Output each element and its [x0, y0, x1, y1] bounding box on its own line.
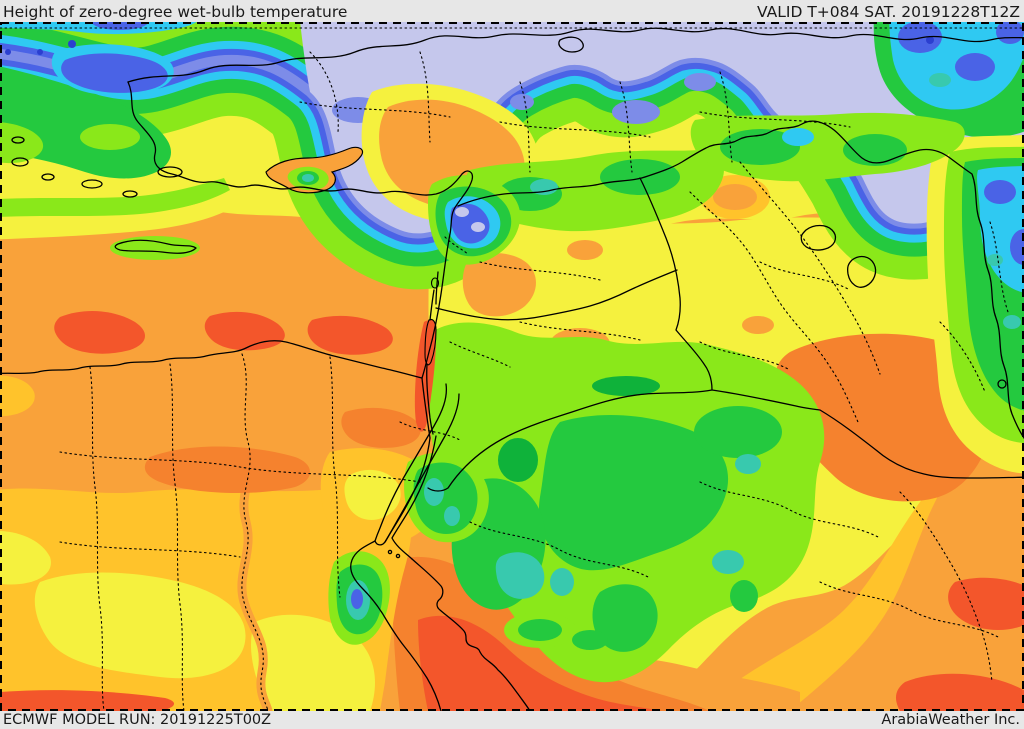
- islet: [387, 549, 393, 555]
- weather-map: [0, 22, 1024, 711]
- cyprus: [265, 146, 364, 194]
- gulf-of-aqaba: [384, 435, 437, 560]
- crete-island: [114, 239, 197, 254]
- valid-time-label: VALID T+084 SAT. 20191228T12Z: [757, 3, 1020, 21]
- islet: [395, 553, 401, 559]
- gulf-of-suez: [374, 383, 460, 546]
- rift-valley: [414, 277, 440, 432]
- iraq-saudi-border: [711, 389, 1024, 479]
- admin-borders: [0, 27, 1024, 711]
- aegean-island: [11, 157, 29, 167]
- aegean-island: [41, 173, 55, 181]
- black-sea-coast: [127, 27, 1024, 83]
- syria-iraq-border: [427, 177, 713, 492]
- map-frame: [0, 22, 1024, 711]
- aegean-island: [81, 179, 103, 189]
- syria-jordan-border: [435, 269, 678, 321]
- lebanon-feature: [428, 175, 521, 265]
- country-borders: [0, 27, 1024, 711]
- map-title: Height of zero-degree wet-bulb temperatu…: [3, 3, 348, 21]
- map-area: [0, 22, 1024, 711]
- lake-urmia: [846, 255, 877, 288]
- aegean-corner: [0, 22, 236, 260]
- red-sea-west-coast: [350, 540, 442, 711]
- small-lake: [997, 379, 1007, 389]
- big-green-zone: [428, 322, 825, 683]
- israel-egypt-border: [421, 377, 431, 439]
- red-sea-east-coast: [411, 558, 531, 711]
- footer-bar: ECMWF MODEL RUN: 20191225T00Z ArabiaWeat…: [0, 711, 1024, 729]
- aegean-island: [157, 166, 183, 178]
- brand-label: ArabiaWeather Inc.: [881, 712, 1020, 728]
- aegean-island: [122, 190, 138, 198]
- lake-van: [800, 224, 837, 251]
- zagros-rings: [926, 135, 1024, 474]
- saudi-coast-greens: [504, 580, 758, 650]
- jordan-rift: [426, 271, 439, 435]
- turkey-lake: [558, 36, 584, 53]
- aegean-island: [11, 136, 25, 144]
- med-levant-egypt-coast: [0, 81, 474, 379]
- model-run-label: ECMWF MODEL RUN: 20191225T00Z: [3, 712, 272, 728]
- header-bar: Height of zero-degree wet-bulb temperatu…: [0, 0, 1024, 22]
- turkey-syria-iraq-iran-border: [457, 120, 1024, 440]
